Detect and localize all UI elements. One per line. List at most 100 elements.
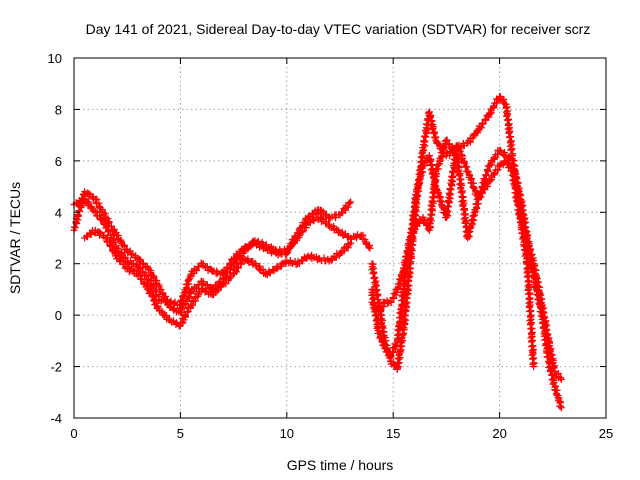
trail-marker (328, 256, 336, 264)
x-tick-label: 25 (599, 426, 613, 441)
trail-marker (105, 227, 113, 235)
trail-marker (465, 228, 473, 236)
trail-marker (482, 171, 490, 179)
trail-marker (549, 363, 557, 371)
trail-marker (353, 234, 361, 242)
trail-marker (397, 272, 405, 280)
trail-marker (338, 208, 346, 216)
y-tick-label: 0 (55, 308, 62, 323)
trail-marker (123, 245, 131, 253)
trail-marker (95, 202, 103, 210)
x-tick-label: 5 (177, 426, 184, 441)
trail-marker (516, 214, 524, 222)
trail-marker (459, 206, 467, 214)
series-track-e (368, 141, 565, 383)
trail-marker (299, 257, 307, 265)
trail-marker (404, 248, 412, 256)
chart-title: Day 141 of 2021, Sidereal Day-to-day VTE… (86, 21, 591, 37)
trail-marker (526, 307, 534, 315)
trail-marker (322, 218, 330, 226)
data-point-marker (347, 239, 355, 247)
trail-marker (387, 298, 395, 306)
trail-marker (395, 351, 403, 359)
trail-marker (430, 181, 438, 189)
trail-marker (429, 124, 437, 132)
trail-marker (106, 241, 114, 249)
tick-labels: 0 5 10 15 20 25 -4 -2 0 2 4 6 8 10 (48, 51, 614, 441)
x-axis-title: GPS time / hours (287, 457, 394, 473)
data-point-marker (347, 198, 355, 206)
trail-marker (457, 188, 465, 196)
trail-marker (455, 171, 463, 179)
trail-marker (73, 200, 81, 208)
trail-marker (148, 292, 156, 300)
trail-marker (181, 312, 189, 320)
trail-marker (244, 255, 252, 263)
trail-marker (254, 240, 262, 248)
trail-marker (395, 323, 403, 331)
trail-marker (175, 322, 183, 330)
trail-marker (96, 212, 104, 220)
trail-marker (117, 256, 125, 264)
trail-marker (233, 268, 241, 276)
trail-marker (443, 136, 451, 144)
trail-marker (546, 366, 554, 374)
trail-marker (224, 264, 232, 272)
trail-marker (396, 276, 404, 284)
trail-marker (477, 193, 485, 201)
trail-marker (286, 244, 294, 252)
trail-marker (426, 215, 434, 223)
axis-ticks (73, 57, 607, 419)
trail-marker (430, 129, 438, 137)
trail-marker (344, 203, 352, 211)
trail-marker (291, 233, 299, 241)
y-tick-label: 4 (55, 205, 62, 220)
y-tick-label: -4 (50, 411, 62, 426)
y-axis-title: SDTVAR / TECUs (7, 182, 23, 294)
trail-marker (117, 238, 125, 246)
trail-marker (139, 259, 147, 267)
trail-marker (96, 215, 104, 223)
trail-marker (434, 161, 442, 169)
trail-marker (83, 233, 91, 241)
trail-marker (222, 268, 230, 276)
series-track-c (81, 226, 355, 330)
data-points (70, 93, 565, 412)
trail-marker (546, 346, 554, 354)
trail-marker (365, 243, 373, 251)
x-tick-label: 0 (70, 426, 77, 441)
x-tick-label: 20 (492, 426, 506, 441)
trail-marker (507, 145, 515, 153)
plot-frame (73, 57, 607, 419)
trail-marker (557, 402, 565, 410)
trail-marker (397, 306, 405, 314)
trail-marker (392, 341, 400, 349)
trail-marker (277, 262, 285, 270)
data-point-marker (557, 375, 565, 383)
trail-marker (508, 171, 516, 179)
trail-marker (426, 112, 434, 120)
trail-marker (410, 208, 418, 216)
trail-marker (477, 124, 485, 132)
trail-marker (445, 189, 453, 197)
trail-marker (345, 199, 353, 207)
trail-marker (491, 155, 499, 163)
trail-marker (426, 156, 434, 164)
trail-marker (411, 225, 419, 233)
trail-marker (557, 374, 565, 382)
trail-marker (234, 264, 242, 272)
trail-marker (550, 379, 558, 387)
trail-marker (524, 290, 532, 298)
trail-marker (486, 110, 494, 118)
y-tick-label: 6 (55, 154, 62, 169)
y-tick-label: 10 (48, 51, 62, 66)
trail-marker (491, 170, 499, 178)
data-point-marker (557, 404, 565, 412)
trail-marker (513, 197, 521, 205)
trail-marker (88, 203, 96, 211)
trail-marker (503, 116, 511, 124)
trail-marker (120, 260, 128, 268)
data-point-marker (530, 363, 538, 371)
trail-marker (483, 166, 491, 174)
trail-marker (170, 299, 178, 307)
